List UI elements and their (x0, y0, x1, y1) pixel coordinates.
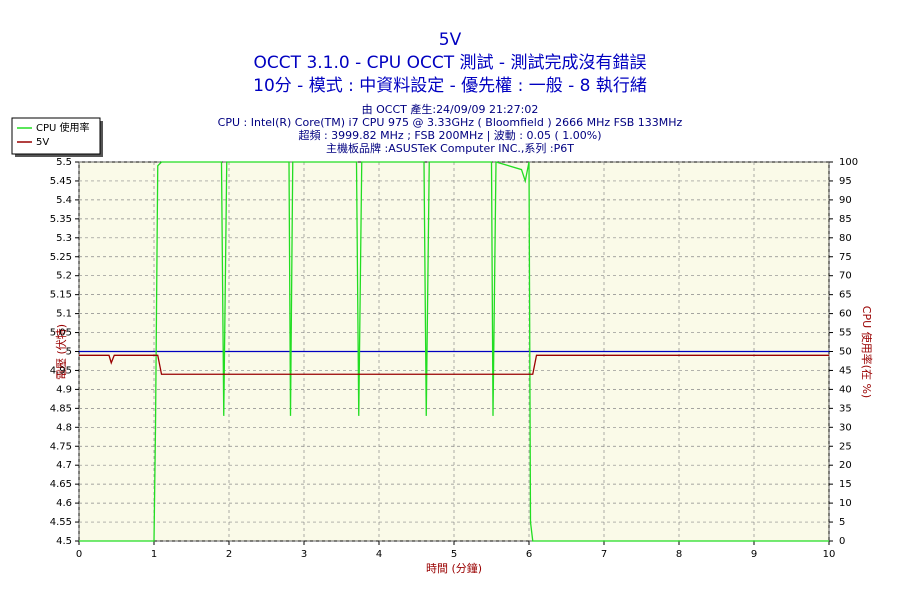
y2-tick-label: 5 (839, 517, 845, 528)
x-tick-label: 1 (151, 549, 157, 560)
y2-tick-label: 15 (839, 479, 852, 490)
y-tick-label: 4.6 (56, 498, 72, 509)
chart-subtitle: OCCT 3.1.0 - CPU OCCT 測試 - 測試完成沒有錯誤 (254, 53, 647, 73)
x-tick-label: 6 (526, 549, 532, 560)
y-tick-label: 4.7 (56, 460, 72, 471)
y-tick-label: 5.1 (56, 309, 72, 320)
legend-label: 5V (36, 137, 49, 148)
y2-tick-label: 0 (839, 536, 845, 547)
y-tick-label: 5.25 (50, 252, 72, 263)
x-axis-label: 時間 (分鐘) (426, 561, 482, 575)
y-tick-label: 5.5 (56, 157, 72, 168)
y-tick-label: 5.05 (50, 328, 72, 339)
y2-tick-label: 30 (839, 422, 852, 433)
legend (11, 117, 101, 155)
y-axis-label: 電壓 (伏特) (54, 324, 68, 380)
legend-label: CPU 使用率 (36, 121, 90, 134)
y2-tick-label: 10 (839, 498, 852, 509)
y2-axis-label: CPU 使用率(在 %) (860, 306, 874, 398)
y-tick-label: 4.9 (56, 384, 72, 395)
x-tick-label: 0 (76, 549, 82, 560)
y2-tick-label: 20 (839, 460, 852, 471)
y-tick-label: 4.55 (50, 517, 72, 528)
x-tick-label: 3 (301, 549, 307, 560)
info-line: 超頻 : 3999.82 MHz ; FSB 200MHz | 波動 : 0.0… (298, 128, 601, 142)
y2-tick-label: 45 (839, 365, 852, 376)
x-tick-label: 4 (376, 549, 382, 560)
series-line (79, 161, 829, 542)
y2-tick-label: 60 (839, 309, 852, 320)
x-tick-label: 10 (823, 549, 836, 560)
y-tick-label: 5.35 (50, 214, 72, 225)
y2-tick-label: 40 (839, 384, 852, 395)
x-tick-label: 7 (601, 549, 607, 560)
y-tick-label: 4.75 (50, 441, 72, 452)
y-tick-label: 5.4 (56, 195, 72, 206)
y2-tick-label: 50 (839, 347, 852, 358)
chart-subtitle: 10分 - 模式 : 中資料設定 - 優先權 : 一般 - 8 執行緒 (253, 76, 647, 96)
y-tick-label: 4.95 (50, 365, 72, 376)
series-line (79, 354, 829, 375)
x-tick-label: 2 (226, 549, 232, 560)
y-tick-label: 5 (66, 347, 72, 358)
x-tick-label: 5 (451, 549, 457, 560)
y2-tick-label: 55 (839, 328, 852, 339)
info-line: 主機板品牌 :ASUSTeK Computer INC.,系列 :P6T (326, 141, 574, 155)
y-tick-label: 5.45 (50, 176, 72, 187)
y-tick-label: 4.5 (56, 536, 72, 547)
y-tick-label: 5.15 (50, 290, 72, 301)
y2-tick-label: 75 (839, 252, 852, 263)
y-tick-label: 4.8 (56, 422, 72, 433)
y-tick-label: 5.3 (56, 233, 72, 244)
x-tick-label: 9 (751, 549, 757, 560)
y2-tick-label: 80 (839, 233, 852, 244)
y2-tick-label: 35 (839, 403, 852, 414)
y-tick-label: 4.85 (50, 403, 72, 414)
y2-tick-label: 95 (839, 176, 852, 187)
y2-tick-label: 90 (839, 195, 852, 206)
x-tick-label: 8 (676, 549, 682, 560)
y2-tick-label: 85 (839, 214, 852, 225)
info-line: 由 OCCT 產生:24/09/09 21:27:02 (362, 102, 539, 116)
y2-tick-label: 25 (839, 441, 852, 452)
y2-tick-label: 100 (839, 157, 858, 168)
y2-tick-label: 65 (839, 290, 852, 301)
y2-tick-label: 70 (839, 271, 852, 282)
y-tick-label: 4.65 (50, 479, 72, 490)
y-tick-label: 5.2 (56, 271, 72, 282)
info-line: CPU : Intel(R) Core(TM) i7 CPU 975 @ 3.3… (218, 116, 683, 129)
chart-title: 5V (439, 30, 462, 50)
